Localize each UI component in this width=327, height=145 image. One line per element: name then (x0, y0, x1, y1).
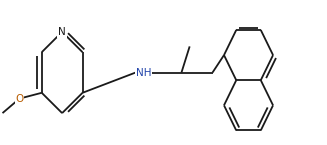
Text: O: O (15, 94, 24, 104)
Text: N: N (58, 27, 66, 37)
Text: NH: NH (136, 68, 152, 77)
